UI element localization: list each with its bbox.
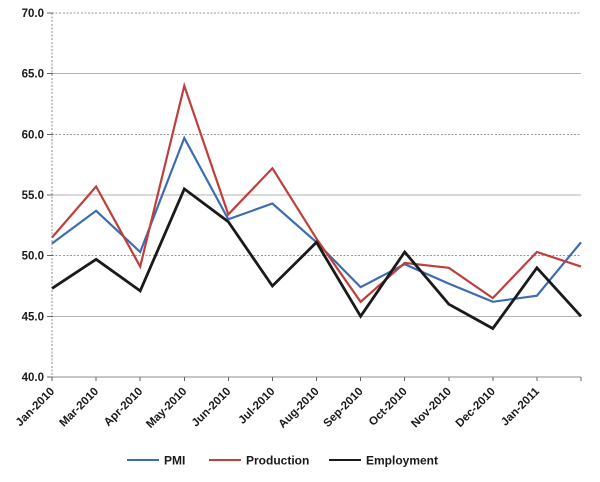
x-axis-tick-label: Mar-2010 [57, 386, 101, 430]
x-axis-tick-label: Dec-2010 [454, 386, 498, 430]
x-axis-tick-label: Jan-2010 [14, 386, 57, 429]
series-line-employment [51, 186, 583, 331]
y-axis-tick-label: 45.0 [22, 311, 44, 323]
y-axis-tick-label: 60.0 [22, 129, 44, 141]
x-axis-tick-label: Oct-2010 [367, 386, 410, 429]
x-axis-tick-label: Jun-2010 [190, 386, 234, 430]
legend-label-pmi: PMI [164, 454, 185, 468]
legend-label-production: Production [246, 454, 309, 468]
legend-item-employment: Employment [329, 454, 438, 468]
series-line-production [51, 81, 582, 304]
x-axis-tick-label: Apr-2010 [102, 386, 145, 429]
x-axis-tick-label: Jan-2011 [499, 385, 542, 428]
y-axis-tick-label: 55.0 [22, 190, 44, 202]
x-axis-tick-label: Sep-2010 [321, 386, 365, 430]
x-axis-tick-label: Nov-2010 [409, 386, 454, 431]
x-axis-tick-label: Aug-2010 [277, 386, 322, 431]
x-axis-tick-label: May-2010 [144, 386, 189, 431]
y-axis-tick-label: 65.0 [22, 69, 44, 81]
x-axis-tick-label: Jul-2010 [237, 386, 278, 427]
legend-label-employment: Employment [366, 454, 438, 468]
y-axis-tick-label: 40.0 [22, 372, 44, 384]
y-axis-tick-label: 50.0 [22, 251, 44, 263]
series-line-pmi [51, 135, 582, 303]
legend-item-pmi: PMI [127, 454, 185, 468]
y-axis-tick-label: 70.0 [22, 8, 44, 20]
legend-item-production: Production [209, 454, 309, 468]
